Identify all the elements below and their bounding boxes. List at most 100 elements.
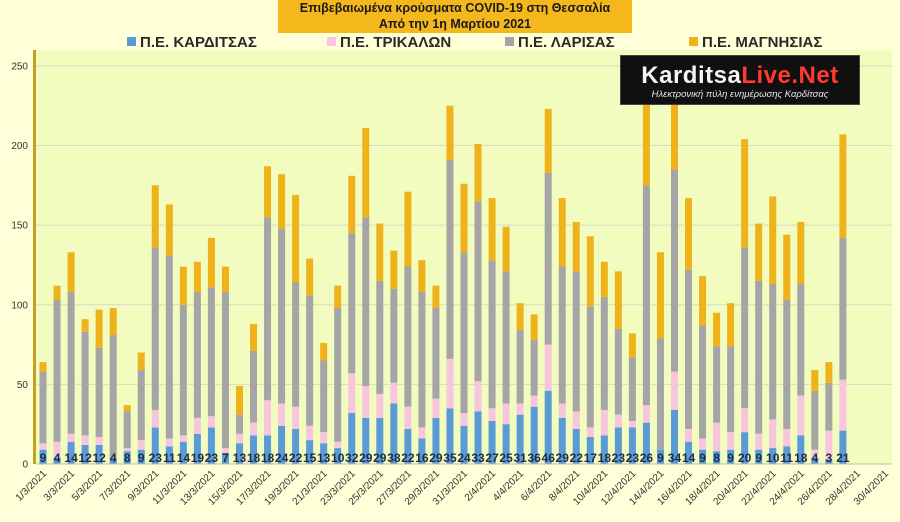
bar-segment-trikala [755,433,763,450]
data-label: 24 [275,451,289,465]
bar-segment-larisa [446,159,454,359]
y-tick-label: 50 [17,380,29,391]
bar-segment-magnisia [797,221,805,285]
bar-segment-trikala [404,406,412,429]
bar-segment-magnisia [81,319,89,332]
bar-segment-larisa [376,280,384,394]
bar-segment-karditsa [797,435,805,464]
data-label: 26 [640,451,654,465]
data-label: 9 [657,451,664,465]
legend: Π.Ε. ΚΑΡΔΙΤΣΑΣ Π.Ε. ΤΡΙΚΑΛΩΝ Π.Ε. ΛΑΡΙΣΑΣ Π… [127,34,822,51]
bar-segment-larisa [418,292,426,428]
bar-segment-karditsa [320,443,328,464]
brand-logo: KarditsaLive.Net Ηλεκτρονική πύλη ενημέρ… [620,55,860,105]
bar-segment-magnisia [320,342,328,361]
bar-segment-magnisia [586,236,594,307]
legend-label: Π.Ε. ΜΑΓΝΗΣΙΑΣ [702,34,822,51]
data-label: 16 [415,451,429,465]
bar-segment-larisa [53,299,61,442]
bar-segment-karditsa [586,436,594,464]
bar-segment-larisa [699,325,707,439]
bar-segment-karditsa [755,449,763,464]
bar-segment-trikala [165,438,173,447]
data-label: 29 [373,451,387,465]
bar-segment-larisa [741,247,749,409]
bar-segment-trikala [797,395,805,436]
bar-segment-magnisia [334,285,342,308]
bar-segment-larisa [502,271,510,404]
bar-segment-trikala [572,411,580,429]
legend-swatch [127,37,136,46]
bar-segment-trikala [137,440,145,450]
brand-logo-tagline: Ηλεκτρονική πύλη ενημέρωσης Καρδίτσας [651,89,829,100]
bar-segment-larisa [362,217,370,386]
data-label: 13 [233,451,247,465]
data-label: 11 [780,451,793,465]
bar-segment-larisa [320,360,328,433]
bar-segment-trikala [278,403,286,426]
bar-segment-magnisia [179,266,187,305]
data-label: 21 [836,451,850,465]
bar-segment-magnisia [306,258,314,296]
bar-segment-karditsa [516,414,524,464]
bar-segment-magnisia [446,105,454,160]
bar-segment-karditsa [460,425,468,464]
bar-segment-karditsa [292,428,300,464]
data-label: 18 [261,451,275,465]
data-label: 46 [542,451,556,465]
bar-segment-karditsa [769,448,777,464]
y-tick-label: 250 [11,61,28,72]
bar-segment-trikala [769,419,777,449]
bar-segment-karditsa [741,432,749,464]
brand-logo-text: KarditsaLive.Net [621,62,859,90]
bar-segment-larisa [727,346,735,433]
bar-segment-karditsa [783,446,791,464]
bar-segment-karditsa [488,421,496,464]
bar-segment-karditsa [207,427,215,464]
bar-segment-trikala [123,448,131,452]
bar-segment-karditsa [95,444,103,464]
bar-segment-trikala [320,432,328,444]
y-axis-bar [33,50,36,464]
bar-segment-karditsa [123,451,131,464]
data-label: 17 [584,451,598,465]
data-label: 38 [387,451,401,465]
data-label: 34 [668,451,682,465]
bar-segment-larisa [67,292,75,434]
data-label: 9 [727,451,734,465]
data-label: 3 [826,451,833,465]
data-label: 8 [713,451,720,465]
bar-segment-magnisia [151,185,159,248]
bar-segment-larisa [797,284,805,396]
bar-segment-karditsa [558,417,566,464]
bar-segment-karditsa [727,449,735,464]
brand-logo-right: Live.Net [741,62,839,89]
bar-segment-larisa [670,169,678,372]
bar-segment-karditsa [390,403,398,464]
bar-segment-trikala [151,409,159,428]
bar-segment-trikala [432,398,440,418]
bar-segment-magnisia [207,237,215,288]
bar-segment-larisa [586,306,594,428]
bar-segment-magnisia [348,175,356,234]
bar-segment-trikala [207,416,215,428]
data-label: 23 [626,451,640,465]
data-label: 12 [92,451,106,465]
bar-segment-larisa [292,282,300,407]
bar-segment-trikala [334,441,342,449]
data-label: 10 [331,451,345,465]
data-label: 25 [499,451,513,465]
bar-segment-trikala [81,435,89,445]
bar-segment-larisa [642,185,650,406]
bar-segment-karditsa [165,446,173,464]
bar-segment-trikala [530,395,538,407]
bar-segment-larisa [95,347,103,437]
bar-segment-trikala [811,449,819,458]
bar-segment-trikala [670,371,678,410]
bar-segment-larisa [713,346,721,423]
bar-segment-karditsa [628,427,636,464]
bar-segment-karditsa [811,457,819,464]
bar-segment-trikala [516,403,524,415]
chart-title: Επιβεβαιωμένα κρούσματα COVID-19 στη Θεσ… [278,0,632,16]
bar-segment-magnisia [699,276,707,326]
